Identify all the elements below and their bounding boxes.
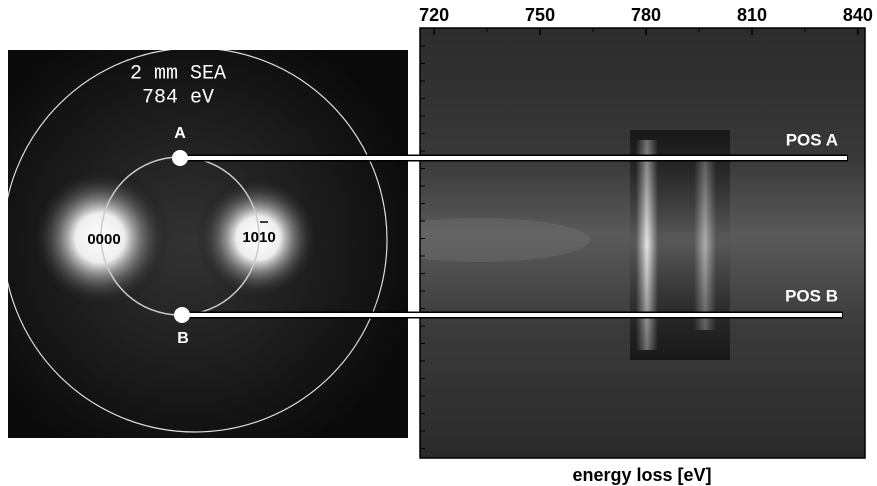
x-tick-label: 810 [737,5,767,25]
diffraction-pattern [8,50,408,438]
x-tick-label: 720 [419,5,449,25]
spectrum-frame [419,27,866,459]
spectrum-image [420,28,865,458]
x-axis-label: energy loss [eV] [572,465,711,485]
reflection-label: 1010 [242,229,275,246]
position-label: POS A [786,130,838,149]
caption: 2 mm SEA [130,62,226,85]
reflection-label: 0000 [87,231,120,248]
spot-marker [172,150,188,166]
tick-layer: 720 750 780 810 840 [419,5,873,449]
position-label: POS B [785,286,838,305]
spot-label: A [174,125,186,142]
x-tick-label: 780 [631,5,661,25]
x-tick-label: 750 [525,5,555,25]
spot-label: B [177,330,189,347]
caption: 784 eV [142,86,214,109]
x-tick-label: 840 [843,5,873,25]
spot-marker [174,307,190,323]
